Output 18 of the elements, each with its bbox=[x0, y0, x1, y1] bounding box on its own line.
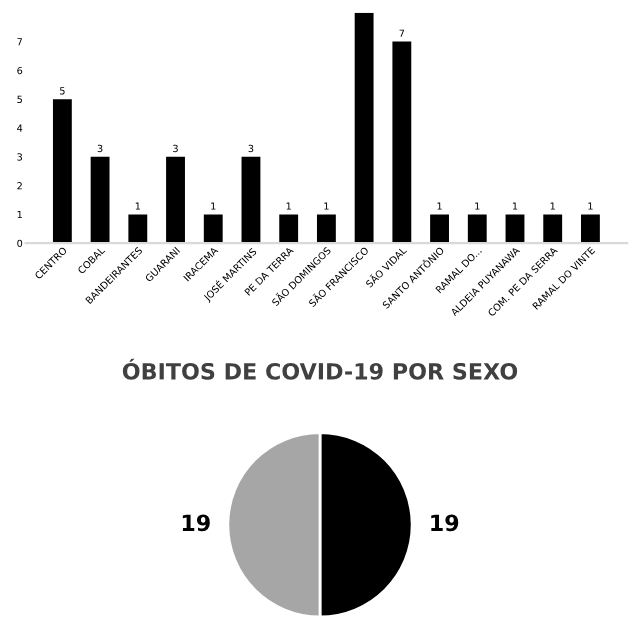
bar bbox=[467, 214, 487, 244]
chart-title: ÓBITOS DE COVID-19 POR SEXO bbox=[122, 358, 518, 380]
bar bbox=[166, 156, 185, 244]
bar bbox=[90, 156, 110, 244]
data-label: 19 bbox=[431, 514, 459, 532]
bar bbox=[505, 214, 525, 244]
bar bbox=[430, 214, 449, 244]
bar bbox=[241, 156, 261, 244]
bar bbox=[52, 99, 72, 244]
bar bbox=[543, 214, 563, 244]
bar bbox=[128, 214, 148, 244]
bar bbox=[203, 214, 223, 244]
bar bbox=[581, 214, 600, 244]
bar bbox=[392, 41, 412, 244]
bar bbox=[279, 214, 299, 244]
data-label: 19 bbox=[182, 514, 210, 532]
bar bbox=[354, 12, 374, 244]
bar bbox=[316, 214, 336, 244]
